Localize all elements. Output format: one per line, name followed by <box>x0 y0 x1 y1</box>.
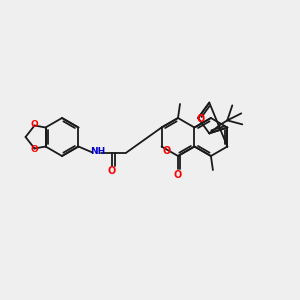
Text: O: O <box>196 114 204 124</box>
Text: NH: NH <box>90 147 105 156</box>
Text: O: O <box>31 120 38 129</box>
Text: O: O <box>107 167 116 176</box>
Text: O: O <box>31 145 38 154</box>
Text: O: O <box>163 146 171 156</box>
Text: O: O <box>174 170 182 181</box>
